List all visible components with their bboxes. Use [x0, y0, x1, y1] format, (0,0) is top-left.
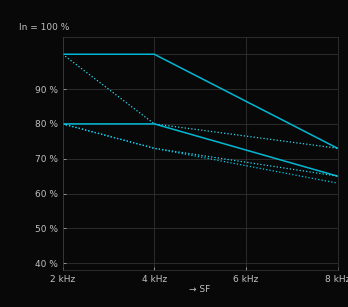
X-axis label: → SF: → SF — [189, 286, 211, 294]
Text: In = 100 %: In = 100 % — [19, 23, 69, 32]
